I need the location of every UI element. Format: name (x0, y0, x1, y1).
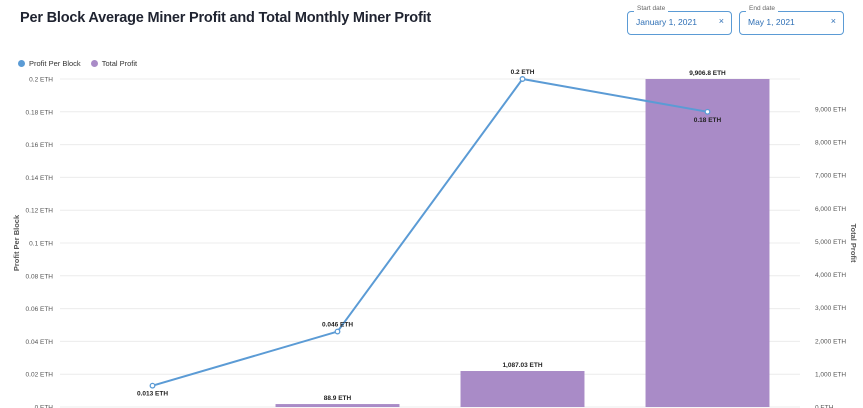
y-right-tick-label: 2,000 ETH (815, 338, 846, 345)
start-date-label: Start date (634, 5, 669, 12)
line-point (519, 76, 526, 82)
bar (645, 79, 770, 407)
end-date-clear-icon[interactable]: × (830, 16, 836, 26)
y-right-tick-label: 1,000 ETH (815, 371, 846, 378)
y-right-tick-label: 5,000 ETH (815, 239, 846, 246)
bar-data-label: 9,906.8 ETH (689, 70, 726, 77)
y-right-tick-label: 3,000 ETH (815, 305, 846, 312)
end-date-label: End date (746, 5, 779, 12)
end-date-value[interactable]: May 1, 2021 (748, 17, 795, 27)
y-left-tick-label: 0 ETH (35, 405, 54, 408)
y-left-tick-label: 0.2 ETH (29, 77, 53, 84)
y-left-tick-label: 0.18 ETH (26, 109, 54, 116)
y-left-tick-label: 0.14 ETH (26, 175, 54, 182)
bar-data-label: 88.9 ETH (324, 395, 352, 402)
y-left-tick-label: 0.16 ETH (26, 142, 54, 149)
legend-item-total-profit[interactable]: Total Profit (90, 59, 138, 68)
y-right-tick-label: 0 ETH (815, 405, 834, 408)
start-date-clear-icon[interactable]: × (718, 16, 724, 26)
legend-swatch-bar (90, 60, 98, 67)
line-point (334, 328, 341, 335)
y-left-tick-label: 0.08 ETH (26, 273, 54, 280)
y-left-tick-label: 0.1 ETH (29, 241, 53, 248)
chart-legend: Profit Per Block Total Profit (18, 59, 137, 68)
line-data-label: 0.013 ETH (137, 391, 168, 398)
y-right-tick-label: 4,000 ETH (815, 272, 846, 279)
y-right-tick-label: 8,000 ETH (815, 140, 846, 147)
y-left-tick-label: 0.06 ETH (26, 306, 54, 313)
y-right-tick-label: 6,000 ETH (815, 206, 846, 213)
bar (275, 404, 400, 407)
line-data-label: 0.18 ETH (694, 117, 722, 124)
legend-label: Total Profit (101, 59, 138, 68)
start-date-field[interactable]: Start date January 1, 2021 × (627, 5, 732, 35)
y-right-tick-label: 9,000 ETH (815, 107, 846, 114)
bar (460, 371, 585, 407)
line-point (704, 108, 711, 115)
legend-swatch-line (18, 60, 25, 67)
line-data-label: 0.2 ETH (511, 69, 535, 76)
y-left-tick-label: 0.12 ETH (26, 208, 54, 215)
start-date-value[interactable]: January 1, 2021 (636, 17, 697, 27)
series-line (152, 77, 708, 387)
line-data-label: 0.046 ETH (322, 322, 353, 329)
bar-data-label: 1,087.03 ETH (502, 362, 542, 369)
legend-label: Profit Per Block (29, 59, 81, 68)
line-point (149, 382, 156, 389)
y-right-axis-title: Total Profit (849, 223, 858, 263)
y-left-tick-label: 0.02 ETH (26, 372, 54, 379)
legend-item-profit-per-block[interactable]: Profit Per Block (18, 59, 81, 68)
end-date-field[interactable]: End date May 1, 2021 × (739, 5, 844, 35)
y-left-axis-title: Profit Per Block (12, 214, 21, 271)
y-left-tick-label: 0.04 ETH (26, 339, 54, 346)
y-right-tick-label: 7,000 ETH (815, 173, 846, 180)
chart-title: Per Block Average Miner Profit and Total… (20, 10, 432, 26)
